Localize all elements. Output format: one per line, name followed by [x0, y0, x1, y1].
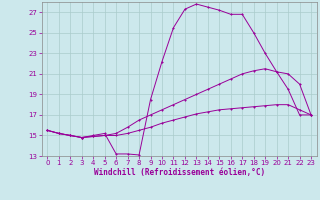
X-axis label: Windchill (Refroidissement éolien,°C): Windchill (Refroidissement éolien,°C): [94, 168, 265, 177]
